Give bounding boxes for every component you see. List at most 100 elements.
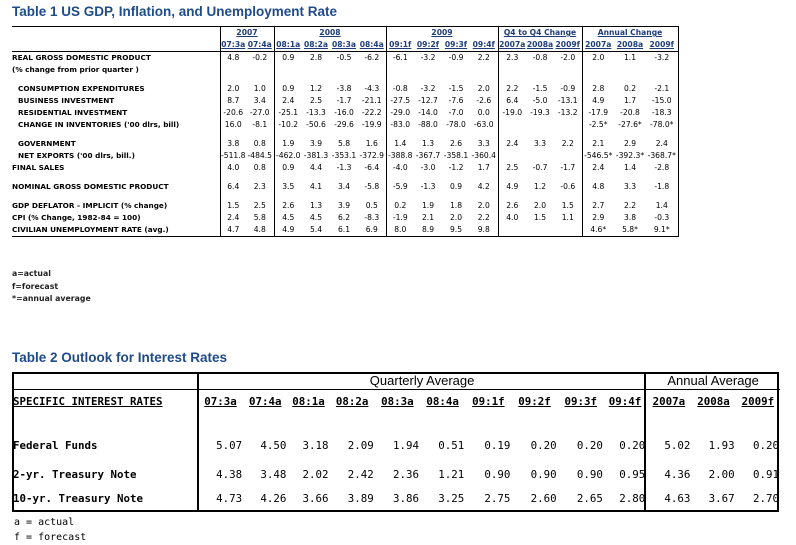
gdp-cell: 2.2 (477, 213, 490, 222)
gdp-cell: 3.3 (623, 182, 637, 191)
gdp-cell: -5.0 (532, 96, 548, 105)
gdp-cell (526, 150, 554, 162)
gdp-cell (219, 64, 246, 76)
gdp-cell: -3.2 (420, 53, 436, 62)
gdp-cell: 1.5 (533, 213, 547, 222)
gdp-cell: 3.3 (533, 139, 547, 148)
gdp-cell (646, 64, 679, 76)
period-header: 07:3a (204, 394, 237, 408)
quarterly-average-header: Quarterly Average (197, 372, 647, 390)
rate-cell: 4.63 (664, 492, 691, 505)
gdp-cell: 4.2 (477, 182, 490, 191)
gdp-cell: -0.9 (448, 53, 464, 62)
row-label: CIVILIAN UNEMPLOYMENT RATE (avg.) (12, 224, 220, 237)
gdp-cell: -367.7 (415, 151, 441, 160)
rate-cell: 3.89 (347, 492, 374, 505)
gdp-cell: 4.7 (219, 224, 246, 237)
gdp-cell: -19.9 (361, 120, 382, 129)
interest-rate-row: Federal Funds 5.07 4.50 3.18 2.09 1.94 0.51 0.1… (12, 412, 780, 452)
rate-cell: 2.70 (752, 492, 779, 505)
gdp-cell: -8.1 (252, 120, 268, 129)
rate-cell: 0.95 (619, 468, 646, 481)
spacer-row (12, 131, 679, 138)
gdp-cell: 4.9 (581, 95, 614, 107)
gdp-cell: 1.4 (623, 163, 637, 172)
row-label: GOVERNMENT (18, 139, 76, 148)
gdp-cell: 3.4 (337, 182, 351, 191)
gdp-cell (330, 64, 358, 76)
gdp-cell: -1.5 (448, 84, 464, 93)
rate-cell: 2.00 (708, 468, 735, 481)
gdp-cell: 1.5 (219, 200, 246, 212)
gdp-cell (614, 64, 646, 76)
gdp-cell: 2.0 (449, 213, 463, 222)
rate-cell: 0.90 (484, 468, 511, 481)
period-header: 2009f (646, 39, 679, 52)
gdp-cell: 0.9 (449, 182, 463, 191)
gdp-cell: 6.4 (219, 181, 246, 193)
gdp-cell: 2.3 (253, 182, 266, 191)
gdp-cell: 4.0 (219, 162, 246, 174)
rate-cell: 0.20 (576, 439, 603, 452)
gdp-cell: 5.8* (614, 224, 646, 237)
gdp-cell: -27.6* (618, 120, 642, 129)
gdp-cell: -0.8 (385, 83, 414, 95)
gdp-cell: 4.8 (246, 224, 274, 237)
gdp-cell: 0.8 (253, 163, 266, 172)
gdp-cell: -27.0 (249, 108, 270, 117)
rate-cell: 4.73 (216, 492, 243, 505)
gdp-cell: -19.3 (530, 108, 550, 117)
gdp-cell: -16.0 (334, 108, 354, 117)
gdp-cell: 4.8 (581, 181, 614, 193)
table2-notes: a = actual f = forecast (14, 516, 86, 545)
period-header: 09:1f (472, 394, 505, 408)
gdp-cell: -484.5 (247, 151, 272, 160)
gdp-cell: 2.9 (623, 139, 637, 148)
rate-cell: 2.75 (484, 492, 511, 505)
gdp-cell: 3.8 (219, 138, 246, 150)
rate-cell: 1.21 (438, 468, 465, 481)
gdp-cell: -0.5 (336, 53, 352, 62)
gdp-cell: 8.0 (385, 224, 414, 237)
row-label: REAL GROSS DOMESTIC PRODUCT (12, 53, 151, 62)
gdp-cell: -1.5 (532, 84, 548, 93)
gdp-cell: 1.3 (421, 139, 435, 148)
gdp-cell: 2.7 (581, 200, 614, 212)
gdp-cell: -13.1 (557, 96, 578, 105)
gdp-cell: -1.7 (336, 96, 352, 105)
rate-cell: 2.65 (576, 492, 603, 505)
gdp-cell: 0.8 (253, 139, 266, 148)
gdp-cell: -20.6 (219, 107, 246, 119)
period-header: 08:3a (381, 394, 414, 408)
rate-cell: 1.94 (392, 439, 419, 452)
gdp-cell: 1.8 (449, 201, 463, 210)
row-label: (% change from prior quarter ) (12, 65, 139, 74)
gdp-cell: -3.8 (336, 84, 352, 93)
period-header: 09:1f (385, 39, 414, 52)
gdp-cell: -8.3 (364, 213, 380, 222)
rate-cell: 2.80 (619, 492, 646, 505)
gdp-cell: 8.7 (219, 95, 246, 107)
rate-cell: 5.02 (664, 439, 691, 452)
gdp-cell: -83.0 (385, 119, 414, 131)
gdp-cell: -7.6 (448, 96, 464, 105)
gdp-cell: -388.8 (385, 150, 414, 162)
row-label: RESIDENTIAL INVESTMENT (18, 108, 128, 117)
gdp-table-row: RESIDENTIAL INVESTMENT -20.6 -27.0 -25.1 -13… (12, 107, 679, 119)
gdp-cell (497, 64, 526, 76)
gdp-cell: -0.9 (560, 84, 576, 93)
gdp-cell: 1.1 (561, 213, 574, 222)
gdp-cell (497, 119, 526, 131)
gdp-cell: 9.1* (646, 224, 679, 237)
gdp-cell: -63.0 (473, 120, 494, 129)
gdp-cell: -0.6 (560, 182, 576, 191)
gdp-cell: -511.8 (219, 150, 246, 162)
spacer-row (12, 481, 780, 489)
gdp-cell: 2.8 (581, 83, 614, 95)
gdp-cell: -0.3 (646, 212, 679, 224)
row-label: NET EXPORTS ('00 dlrs, bill.) (18, 151, 135, 160)
spacer-row (12, 174, 679, 181)
period-header: 08:2a (335, 394, 369, 408)
gdp-cell: 2.4 (219, 212, 246, 224)
gdp-cell: 2.4 (646, 138, 679, 150)
